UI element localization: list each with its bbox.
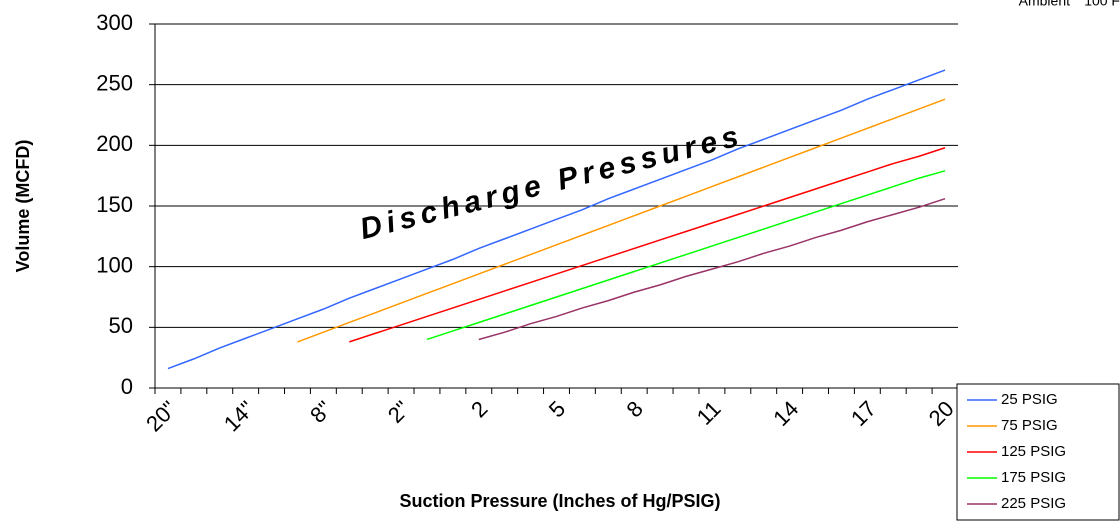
- y-tick-label: 250: [96, 70, 133, 95]
- note-label: Ambient: [1019, 0, 1070, 9]
- legend-label: 75 PSIG: [1001, 417, 1058, 434]
- series-line: [478, 198, 946, 341]
- x-tick-label: 20: [924, 396, 959, 431]
- legend-label: 225 PSIG: [1001, 495, 1066, 512]
- series-line: [349, 147, 946, 343]
- series-line: [297, 98, 946, 343]
- y-tick-label: 50: [109, 313, 133, 338]
- y-axis-title: Volume (MCFD): [13, 140, 33, 273]
- legend-label: 25 PSIG: [1001, 391, 1058, 408]
- annotation: Discharge Pressures: [357, 119, 747, 246]
- y-tick-label: 150: [96, 192, 133, 217]
- y-tick-label: 0: [121, 374, 133, 399]
- x-tick-label: 14": [219, 396, 260, 437]
- legend-label: 125 PSIG: [1001, 443, 1066, 460]
- note-value: 100 F: [1084, 0, 1120, 9]
- series-line: [167, 69, 946, 370]
- x-tick-label: 8": [305, 396, 337, 428]
- legend-label: 175 PSIG: [1001, 469, 1066, 486]
- x-tick-label: 5: [544, 396, 570, 422]
- x-axis-title: Suction Pressure (Inches of Hg/PSIG): [399, 491, 720, 511]
- y-tick-label: 300: [96, 10, 133, 35]
- x-tick-label: 2": [383, 396, 415, 428]
- x-tick-label: 2: [466, 396, 492, 422]
- y-tick-label: 200: [96, 131, 133, 156]
- x-tick-label: 20": [141, 396, 182, 437]
- y-tick-label: 100: [96, 252, 133, 277]
- x-tick-label: 8: [622, 396, 648, 422]
- x-tick-label: 17: [846, 396, 881, 431]
- series-line: [426, 170, 946, 341]
- x-tick-label: 14: [768, 396, 803, 431]
- x-tick-label: 11: [692, 396, 726, 430]
